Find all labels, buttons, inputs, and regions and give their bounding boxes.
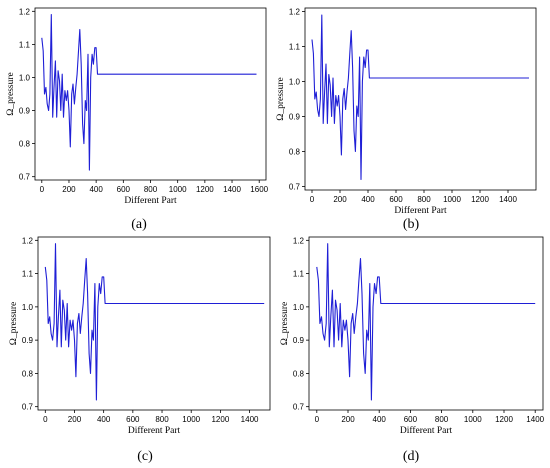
x-tick-label: 400 <box>361 195 375 204</box>
x-tick-label: 200 <box>333 195 347 204</box>
x-tick-label: 1200 <box>495 415 513 424</box>
x-axis-label: Different Part <box>128 425 181 436</box>
x-tick-label: 800 <box>144 185 158 194</box>
x-tick-label: 600 <box>117 185 131 194</box>
x-tick-label: 600 <box>389 195 403 204</box>
x-tick-label: 1000 <box>443 195 461 204</box>
y-tick-label: 0.7 <box>289 183 301 192</box>
panel-caption: (b) <box>403 217 420 232</box>
x-tick-label: 200 <box>68 415 82 424</box>
plot-frame <box>304 7 537 191</box>
x-axis-label: Different Part <box>394 205 447 216</box>
series-line <box>316 243 536 401</box>
chart-panel-2: 0 200 400 600 800 1000 1200 1400 0.7 0.8 0.9 1.0 1.1… <box>276 7 537 232</box>
x-tick-label: 200 <box>62 185 76 194</box>
x-tick-label: 0 <box>315 415 320 424</box>
y-tick-label: 1.2 <box>289 8 301 17</box>
y-axis-label: Ω_pressure <box>6 72 16 115</box>
x-tick-label: 0 <box>43 415 48 424</box>
x-tick-label: 1600 <box>250 185 268 194</box>
x-tick-label: 400 <box>97 415 111 424</box>
x-tick-label: 0 <box>310 195 315 204</box>
series-line <box>41 14 257 171</box>
panel-caption: (a) <box>131 217 147 232</box>
y-tick-label: 0.9 <box>293 336 305 345</box>
y-tick-label: 1.0 <box>289 78 301 87</box>
x-tick-label: 200 <box>341 415 355 424</box>
plot-frame <box>34 7 267 181</box>
plot-frame <box>308 236 544 411</box>
y-tick-label: 0.8 <box>289 148 301 157</box>
y-tick-label: 0.7 <box>293 403 305 412</box>
y-axis-label: Ω_pressure <box>280 302 290 345</box>
y-tick-label: 1.2 <box>22 236 34 245</box>
panel-caption: (d) <box>403 449 420 464</box>
y-tick-label: 0.8 <box>22 369 34 378</box>
y-tick-label: 1.2 <box>19 7 31 16</box>
y-tick-label: 1.1 <box>293 270 305 279</box>
x-tick-label: 1000 <box>464 415 482 424</box>
y-tick-label: 0.9 <box>22 336 34 345</box>
y-tick-label: 1.2 <box>293 236 305 245</box>
y-tick-label: 1.0 <box>19 73 31 82</box>
x-tick-label: 1400 <box>499 195 517 204</box>
y-tick-label: 0.7 <box>19 173 31 182</box>
x-axis-label: Different Part <box>400 425 453 436</box>
y-tick-label: 0.9 <box>19 107 31 116</box>
series-line <box>44 243 265 401</box>
y-tick-label: 0.9 <box>289 113 301 122</box>
x-tick-label: 1400 <box>526 415 544 424</box>
y-tick-label: 0.7 <box>22 403 34 412</box>
series-line <box>311 14 529 181</box>
x-tick-label: 400 <box>89 185 103 194</box>
chart-panel-1: 0 200 400 600 800 1000 1200 1400 1600 0.7 0.8 0.9 1.… <box>6 7 269 232</box>
x-tick-label: 1200 <box>471 195 489 204</box>
x-tick-label: 600 <box>404 415 418 424</box>
x-tick-label: 1200 <box>211 415 229 424</box>
y-axis-label: Ω_pressure <box>276 77 286 120</box>
x-tick-label: 1400 <box>241 415 259 424</box>
y-tick-label: 1.0 <box>293 303 305 312</box>
chart-panel-3: 0 200 400 600 800 1000 1200 1400 0.7 0.8 0.9 1.0 1.1… <box>9 236 271 464</box>
panel-caption: (c) <box>137 449 153 464</box>
x-tick-label: 1400 <box>223 185 241 194</box>
x-tick-label: 400 <box>373 415 387 424</box>
x-tick-label: 1200 <box>196 185 214 194</box>
y-tick-label: 1.1 <box>19 40 31 49</box>
y-tick-label: 0.8 <box>19 140 31 149</box>
x-tick-label: 1000 <box>169 185 187 194</box>
y-tick-label: 1.1 <box>22 270 34 279</box>
x-tick-label: 800 <box>417 195 431 204</box>
y-axis-label: Ω_pressure <box>9 302 19 345</box>
x-tick-label: 0 <box>40 185 45 194</box>
x-axis-label: Different Part <box>124 195 177 206</box>
x-tick-label: 800 <box>155 415 169 424</box>
chart-panel-4: 0 200 400 600 800 1000 1200 1400 0.7 0.8 0.9 1.0 1.1… <box>280 236 545 464</box>
y-tick-label: 1.1 <box>289 43 301 52</box>
y-tick-label: 1.0 <box>22 303 34 312</box>
x-tick-label: 1000 <box>182 415 200 424</box>
plot-frame <box>37 236 271 411</box>
x-tick-label: 800 <box>435 415 449 424</box>
x-tick-label: 600 <box>126 415 140 424</box>
y-tick-label: 0.8 <box>293 369 305 378</box>
